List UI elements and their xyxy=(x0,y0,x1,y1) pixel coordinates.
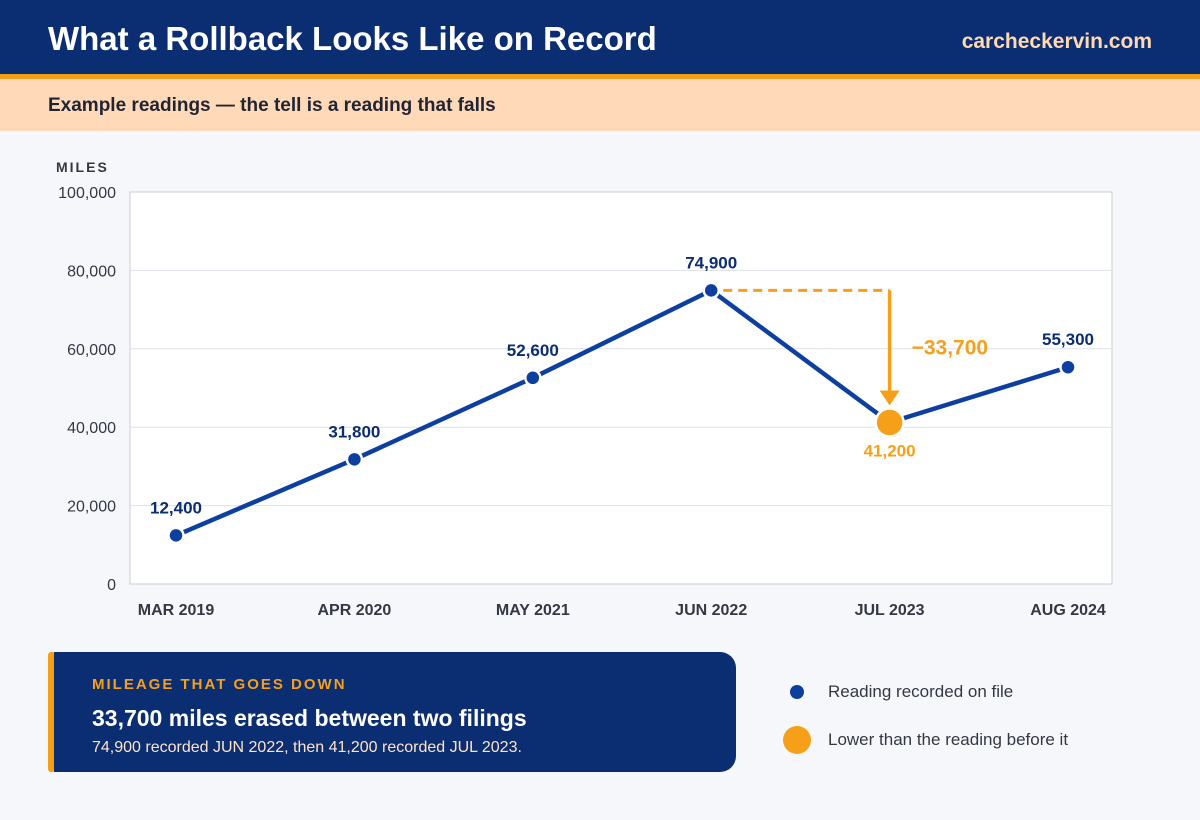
page-title: What a Rollback Looks Like on Record xyxy=(48,20,657,57)
callout-detail: 74,900 recorded JUN 2022, then 41,200 re… xyxy=(92,739,522,756)
y-tick-label: 0 xyxy=(107,577,116,594)
x-tick-label: JUN 2022 xyxy=(675,602,747,619)
data-point xyxy=(345,450,364,469)
x-tick-label: MAY 2021 xyxy=(496,602,570,619)
data-label: 12,400 xyxy=(150,498,202,517)
drop-arrow-head xyxy=(879,390,900,406)
lower-reading-dot-icon xyxy=(783,726,811,754)
data-label: 41,200 xyxy=(864,441,916,460)
page-subtitle: Example readings — the tell is a reading… xyxy=(48,95,496,116)
subtitle-bar: Example readings — the tell is a reading… xyxy=(0,79,1200,131)
header-bar: What a Rollback Looks Like on Record car… xyxy=(0,0,1200,79)
brand-name: carcheckervin.com xyxy=(961,30,1152,53)
mileage-series-line xyxy=(175,288,1069,538)
callout-headline: 33,700 miles erased between two filings xyxy=(92,705,527,731)
data-label: 74,900 xyxy=(685,253,737,272)
callout-kicker: MILEAGE THAT GOES DOWN xyxy=(92,676,347,693)
data-point xyxy=(167,526,185,545)
legend-label-lower: Lower than the reading before it xyxy=(828,730,1069,749)
data-point xyxy=(1059,358,1077,376)
x-tick-label: JUL 2023 xyxy=(855,602,925,619)
data-label: 52,600 xyxy=(507,341,559,360)
y-axis-label: MILES xyxy=(56,159,109,175)
data-label: 31,800 xyxy=(328,422,380,441)
legend-item-lower: Lower than the reading before it xyxy=(780,720,1160,760)
y-tick-label: 60,000 xyxy=(67,342,116,359)
y-tick-label: 80,000 xyxy=(67,263,116,280)
y-tick-label: 20,000 xyxy=(67,499,116,516)
data-point xyxy=(702,281,720,300)
drop-annotation: −33,700 xyxy=(912,336,989,359)
callout-box: MILEAGE THAT GOES DOWN 33,700 miles eras… xyxy=(54,652,736,772)
rollback-callout: MILEAGE THAT GOES DOWN 33,700 miles eras… xyxy=(48,652,736,772)
y-tick-label: 100,000 xyxy=(58,185,116,202)
legend-label-recorded: Reading recorded on file xyxy=(828,682,1014,701)
x-tick-label: AUG 2024 xyxy=(1030,602,1106,619)
reading-dot-icon xyxy=(790,685,804,699)
x-tick-label: MAR 2019 xyxy=(138,602,215,619)
plot-area xyxy=(129,191,1113,585)
callout-accent-bar xyxy=(48,652,55,772)
mileage-chart: 0 20,000 40,000 60,000 80,000 100,000 MAR 201… xyxy=(56,159,1113,619)
data-label: 55,300 xyxy=(1042,330,1094,349)
x-tick-label: APR 2020 xyxy=(317,602,391,619)
data-point xyxy=(524,369,542,387)
legend-item-recorded: Reading recorded on file xyxy=(780,672,1160,712)
y-tick-label: 40,000 xyxy=(67,420,116,437)
rollback-point xyxy=(874,407,905,438)
